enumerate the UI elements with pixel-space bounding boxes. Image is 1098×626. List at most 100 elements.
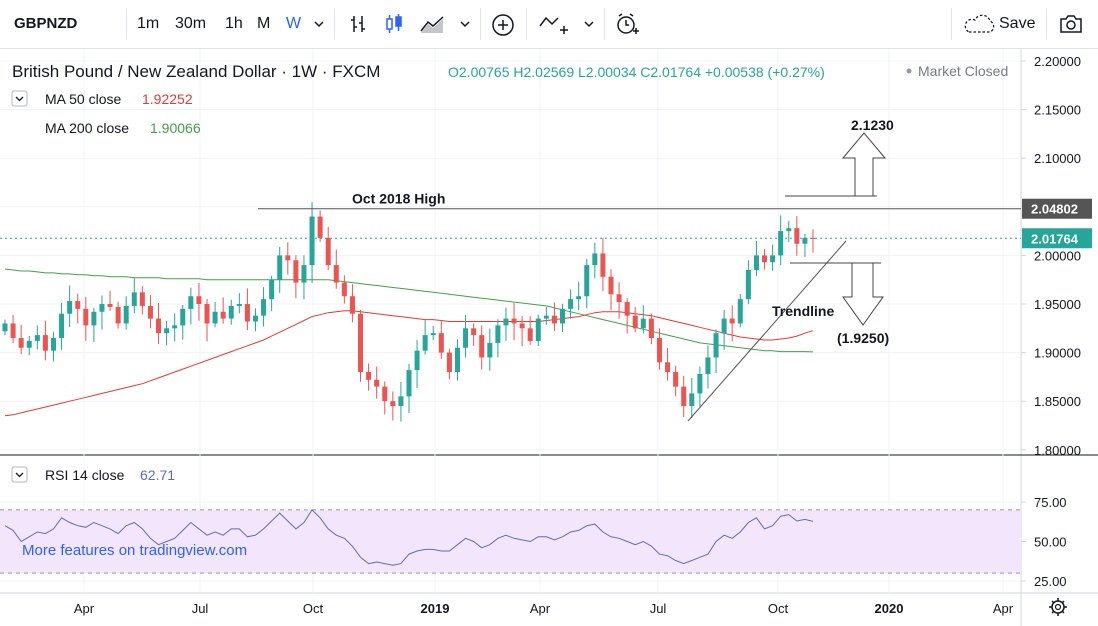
ma200-label: MA 200 close [45, 120, 129, 136]
candle [616, 282, 622, 319]
candle [721, 310, 727, 350]
candle [778, 215, 784, 266]
trendline[interactable] [687, 240, 847, 422]
candle [333, 249, 339, 289]
collapse-toggle[interactable] [11, 90, 28, 107]
candle [244, 288, 250, 331]
settings-gear-icon[interactable] [1049, 598, 1067, 616]
candle [632, 307, 638, 333]
candle [42, 320, 48, 361]
candle [252, 308, 258, 332]
candle [543, 307, 549, 325]
candle [196, 283, 202, 321]
candle [188, 287, 194, 325]
alert-icon[interactable] [613, 11, 641, 39]
candle [131, 277, 137, 314]
candle [374, 366, 380, 399]
rsi-axis[interactable]: 75.00 50.00 25.00 [1021, 495, 1067, 589]
candle [665, 347, 671, 381]
divider [126, 8, 127, 40]
candle [729, 305, 735, 342]
interval-w[interactable]: W [286, 15, 302, 32]
interval-30m[interactable]: 30m [175, 15, 207, 32]
candle [576, 281, 582, 311]
candle [551, 302, 557, 331]
target-up-label: 2.1230 [851, 117, 894, 133]
ma50-value: 1.92252 [142, 91, 193, 107]
candle [584, 258, 590, 309]
ohlc-values: O2.00765 H2.02569 L2.00034 C2.01764 +0.0… [448, 64, 825, 80]
down-arrow[interactable] [842, 262, 884, 326]
oct-high-label: Oct 2018 High [352, 191, 445, 207]
candle [277, 246, 283, 293]
divider [1046, 8, 1047, 40]
time-axis[interactable]: Apr Jul Oct 2019 Apr Jul Oct 2020 Apr [74, 601, 1014, 616]
dropdown-icon[interactable] [459, 19, 471, 29]
save-button[interactable]: Save [999, 15, 1036, 32]
candle [228, 299, 234, 325]
rsi-band [0, 509, 1021, 574]
ma200-value: 1.90066 [150, 120, 201, 136]
candle [560, 303, 566, 332]
price-tick-label: 1.95000 [1034, 297, 1081, 312]
chevron-down-icon [15, 472, 24, 478]
chart-area[interactable]: Oct 2018 High Trendline 2.1230 (1.9250) … [0, 49, 1098, 626]
bar-style-icon[interactable] [347, 13, 369, 35]
candle [406, 363, 412, 414]
candle [592, 242, 598, 279]
price-tick-label: 2.10000 [1034, 151, 1081, 166]
candle [172, 313, 178, 342]
symbol-search[interactable]: GBPNZD [14, 15, 78, 32]
candle [535, 314, 541, 346]
time-tick-label: Oct [303, 601, 324, 616]
candle [479, 325, 485, 370]
price-axis[interactable]: 2.200002.150002.100002.050002.000001.950… [1021, 54, 1081, 458]
candle [398, 381, 404, 422]
ma50-line [4, 310, 814, 417]
candle [75, 293, 81, 324]
dropdown-icon[interactable] [583, 19, 595, 29]
price-tags: 2.04802 2.01764 [1022, 198, 1092, 249]
candle [640, 305, 646, 334]
candle [147, 295, 153, 329]
candle [713, 329, 719, 374]
price-tick-label: 1.80000 [1034, 443, 1081, 458]
indicators-icon[interactable] [538, 12, 570, 38]
rsi-g-path [4, 509, 814, 566]
interval-1m[interactable]: 1m [137, 15, 160, 32]
candle [139, 286, 145, 315]
price-tick-label: 2.20000 [1034, 54, 1081, 69]
cloud-icon[interactable] [963, 13, 997, 35]
time-tick-label: Apr [530, 601, 551, 616]
candle [164, 320, 170, 346]
area-style-icon[interactable] [419, 13, 447, 35]
candle [463, 315, 469, 358]
candle [454, 339, 460, 381]
trendline-label: Trendline [772, 303, 834, 319]
dropdown-icon[interactable] [313, 19, 325, 29]
candle [414, 339, 420, 388]
candles-icon[interactable] [383, 13, 405, 35]
price-tick-label: 2.00000 [1034, 248, 1081, 263]
rsi-label: RSI 14 close [45, 467, 125, 483]
candle [341, 275, 347, 304]
rsi-tick-label: 75.00 [1034, 495, 1067, 510]
time-tick-label: Oct [768, 601, 789, 616]
candle [430, 325, 436, 341]
interval-1h[interactable]: 1h [225, 15, 243, 32]
add-compare-icon[interactable] [490, 12, 516, 38]
rsi-collapse-toggle[interactable] [11, 466, 28, 483]
candle [156, 303, 162, 345]
chart-title: British Pound / New Zealand Dollar · 1W … [12, 62, 380, 81]
candle [519, 316, 525, 347]
camera-icon[interactable] [1058, 12, 1084, 36]
up-arrow[interactable] [841, 132, 887, 197]
candle [786, 220, 792, 242]
candle [212, 302, 218, 328]
candle [204, 298, 210, 342]
candle [123, 296, 129, 330]
candle [18, 324, 24, 354]
interval-m[interactable]: M [257, 15, 271, 32]
watermark-link[interactable]: More features on tradingview.com [22, 542, 247, 559]
candle [26, 335, 32, 356]
